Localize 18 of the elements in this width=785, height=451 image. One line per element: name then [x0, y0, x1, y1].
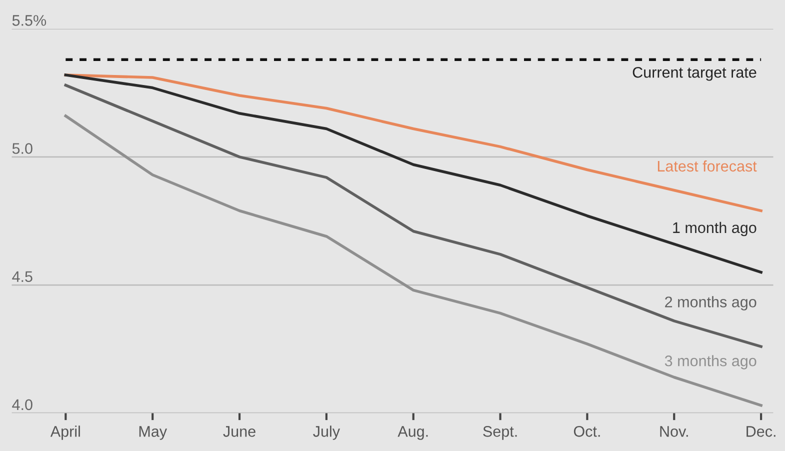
y-tick-label: 5.0: [12, 143, 32, 154]
x-tick-label: Nov.: [660, 426, 688, 437]
ref-line-label: Current target rate: [632, 66, 756, 81]
x-tick-label: April: [50, 426, 80, 440]
x-tick-label: May: [139, 426, 167, 440]
x-tick-label: Oct.: [574, 426, 600, 437]
series-label: 3 months ago: [664, 355, 756, 370]
x-tick-label: Sept.: [483, 426, 517, 440]
x-tick-label: July: [313, 426, 340, 440]
y-tick-label: 5.5%: [12, 15, 46, 26]
series-label: Latest forecast: [658, 160, 757, 172]
y-tick-label: 4.0: [12, 399, 32, 410]
x-tick-label: Dec.: [746, 426, 776, 437]
x-tick-label: Aug.: [398, 426, 428, 440]
series-label: 1 month ago: [673, 222, 756, 236]
series-label: 2 months ago: [665, 296, 756, 310]
y-tick-label: 4.5: [12, 271, 32, 282]
x-tick-label: June: [223, 426, 256, 437]
